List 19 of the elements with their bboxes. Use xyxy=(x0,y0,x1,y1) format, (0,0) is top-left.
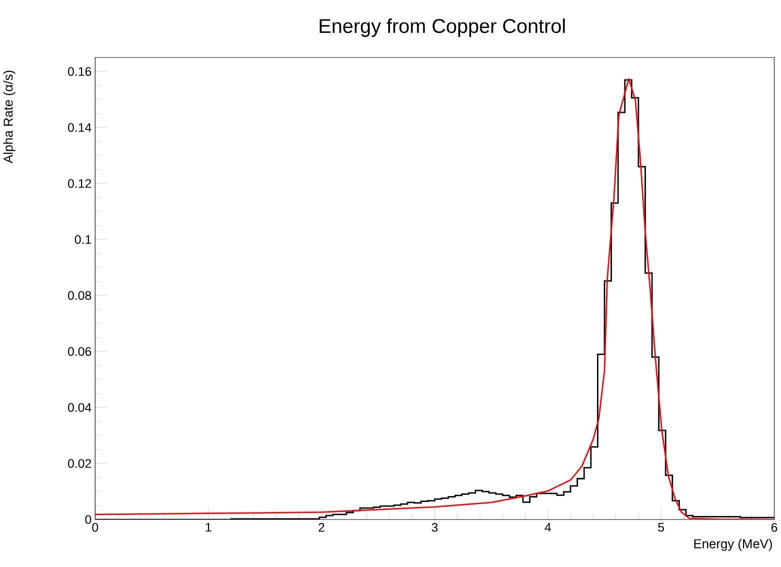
chart-title: Energy from Copper Control xyxy=(320,18,565,37)
x-tick-label: 3 xyxy=(432,522,438,532)
y-tick-label: 0 xyxy=(85,515,92,524)
x-tick-label: 0 xyxy=(92,522,98,532)
x-axis-title: Energy (MeV) xyxy=(694,538,772,551)
y-tick-label: 0.04 xyxy=(68,403,92,412)
x-tick-label: 5 xyxy=(658,522,664,532)
y-tick-label: 0.12 xyxy=(68,179,92,188)
x-tick-label: 1 xyxy=(206,522,212,532)
y-tick-label: 0.1 xyxy=(74,235,92,244)
y-tick-label: 0.16 xyxy=(68,67,92,76)
y-tick-label: 0.06 xyxy=(68,347,92,356)
y-axis-title: Alpha Rate (α/s) xyxy=(3,70,16,164)
x-tick-label: 2 xyxy=(318,522,324,532)
x-tick-label: 6 xyxy=(771,522,778,532)
x-tick-label: 4 xyxy=(544,522,551,532)
y-tick-label: 0.08 xyxy=(68,291,92,300)
y-tick-label: 0.14 xyxy=(68,123,92,132)
y-tick-label: 0.02 xyxy=(68,459,92,468)
